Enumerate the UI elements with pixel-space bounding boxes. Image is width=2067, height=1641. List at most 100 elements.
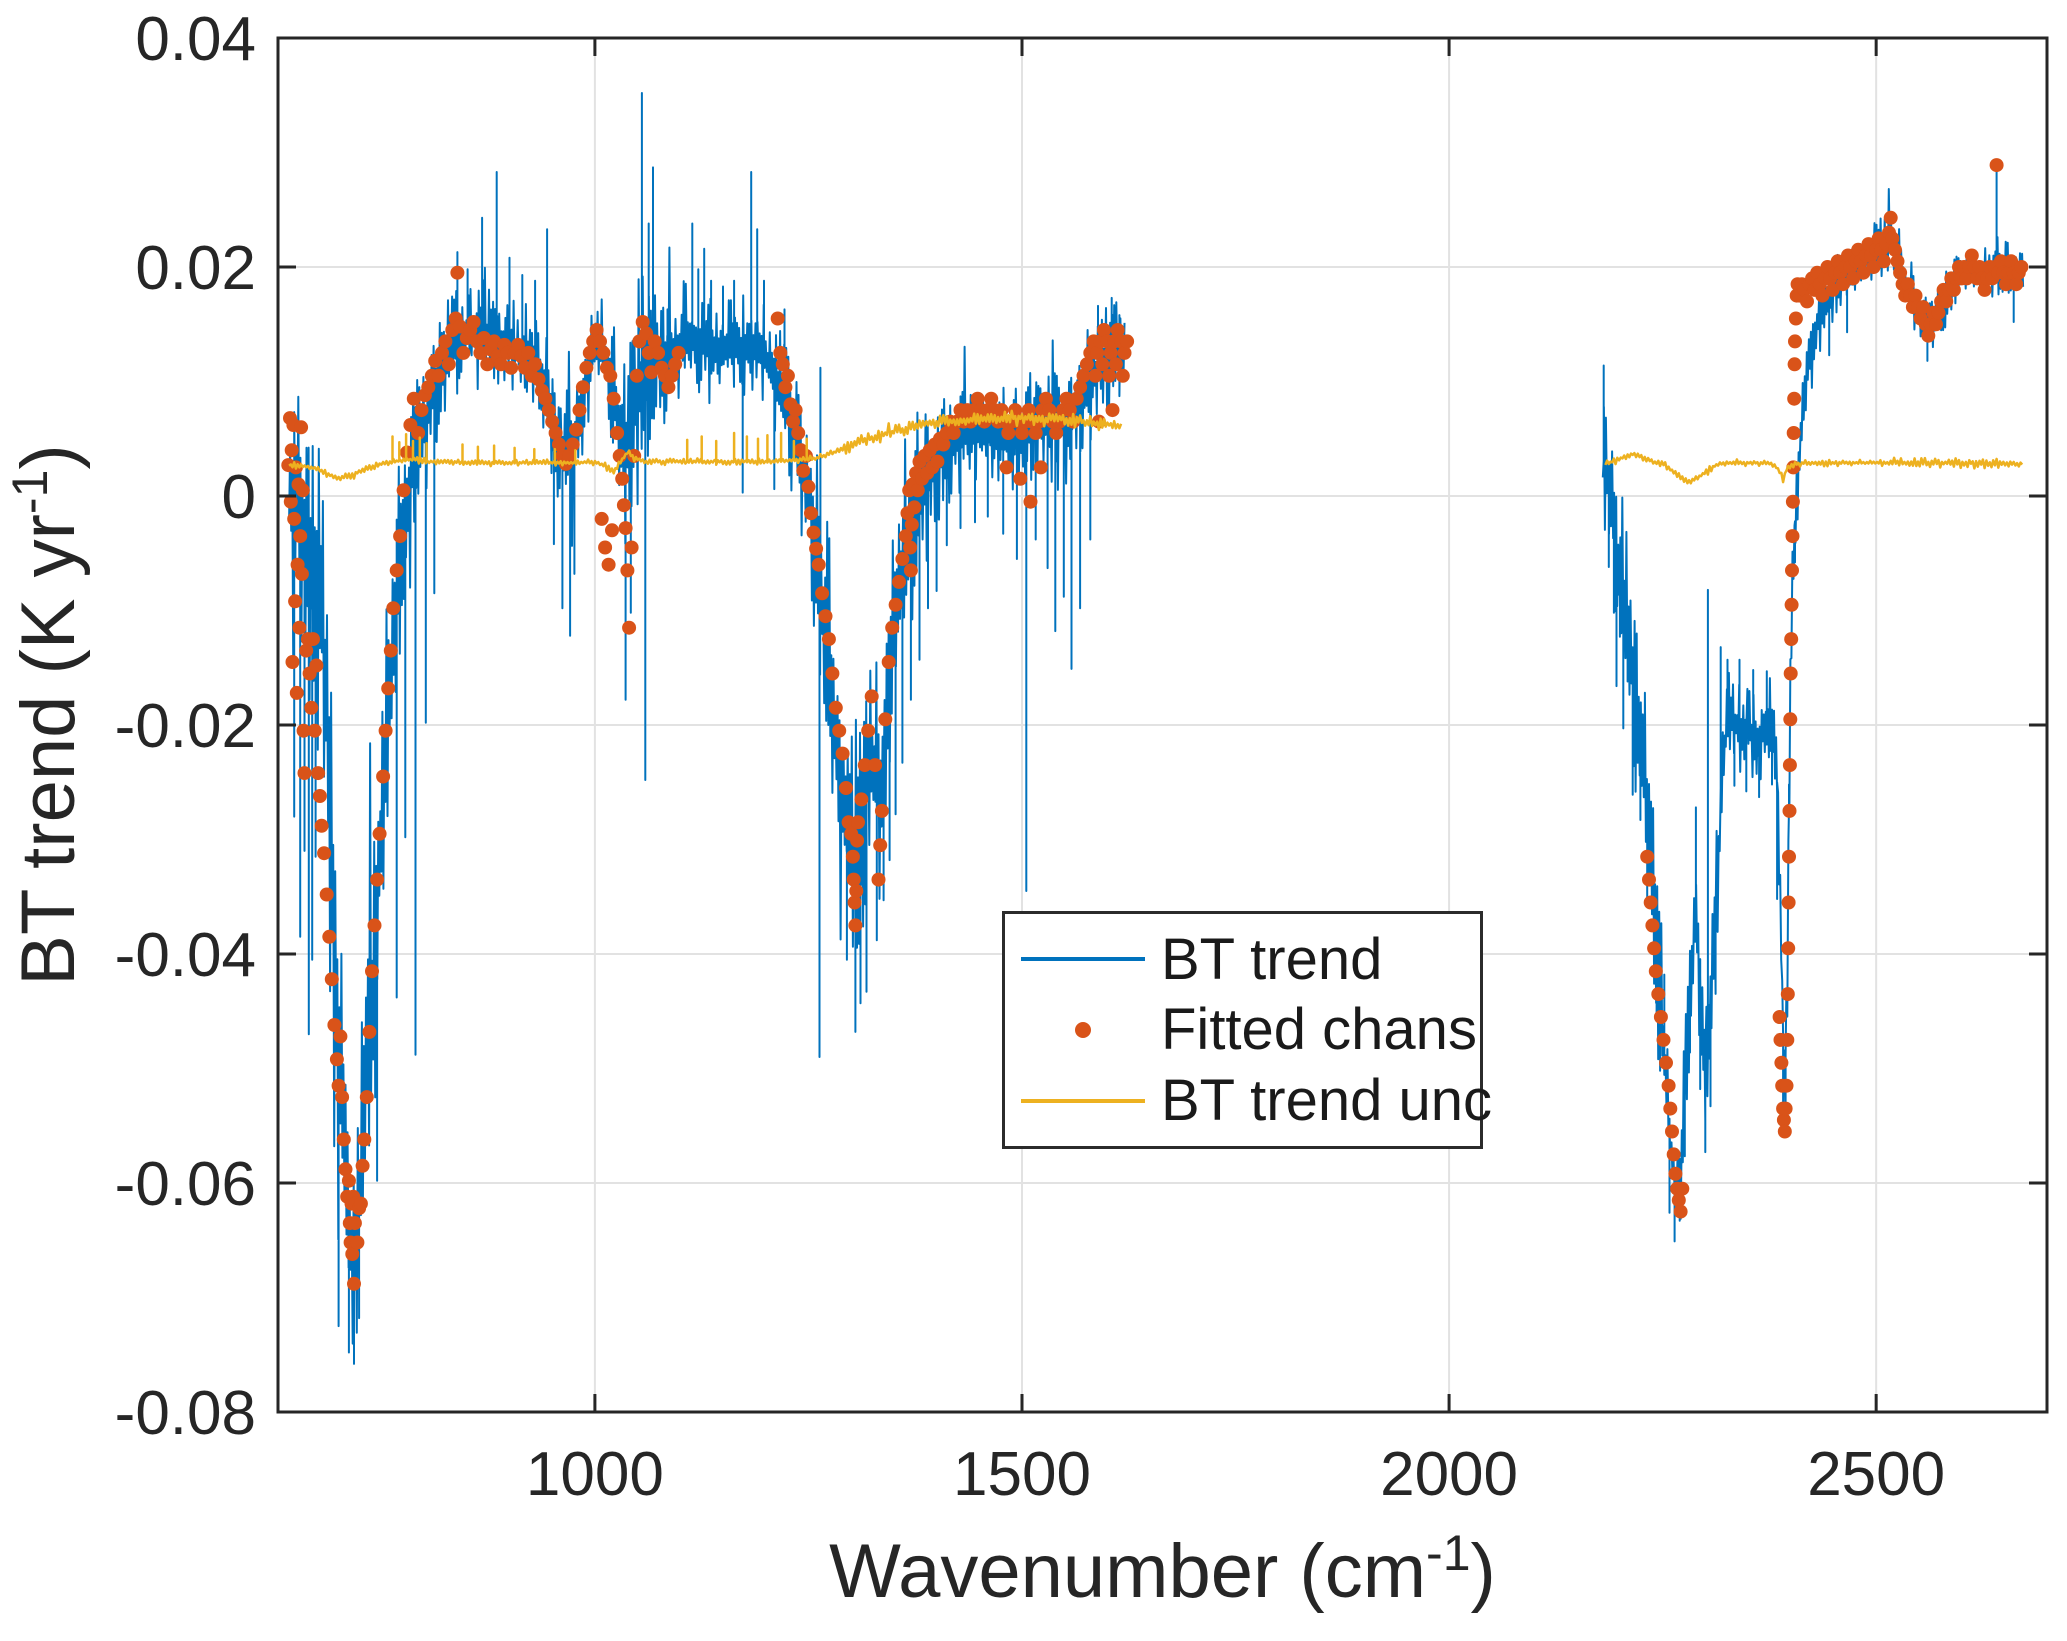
fitted-chans-point [312, 789, 327, 803]
fitted-chans-point [874, 803, 889, 818]
fitted-chans-point [1782, 803, 1797, 818]
fitted-chans-point [288, 594, 303, 609]
fitted-chans-point [1783, 666, 1798, 681]
fitted-chans-point [362, 1024, 377, 1039]
fitted-chans-point [545, 414, 560, 429]
fitted-chans-point [801, 479, 816, 494]
fitted-chans-point [347, 1276, 361, 1291]
legend-label: BT trend unc [1161, 1068, 1493, 1134]
fitted-chans-point [1117, 345, 1132, 360]
fitted-chans-point [770, 311, 785, 326]
fitted-chans-point [511, 337, 525, 352]
fitted-chans-point [1049, 426, 1064, 440]
x-tick-label: 2500 [1807, 1440, 1945, 1509]
x-tick-label: 1500 [953, 1440, 1091, 1509]
fitted-chans-point [1921, 328, 1936, 343]
fitted-chans-point [1908, 288, 1923, 303]
fitted-chans-point [1643, 895, 1658, 910]
fitted-chans-point [1076, 368, 1091, 383]
fitted-chans-point [892, 574, 906, 589]
fitted-chans-point [811, 557, 826, 572]
fitted-chans-point [1959, 271, 1974, 286]
fitted-chans-point [1883, 210, 1898, 225]
fitted-chans-point [311, 766, 326, 781]
fitted-chans-point [381, 681, 396, 696]
fitted-chans-point [414, 403, 429, 418]
fitted-chans-point [1779, 1078, 1794, 1093]
fitted-chans-point [1642, 872, 1656, 887]
fitted-chans-point [1783, 712, 1798, 727]
fitted-chans-point [596, 345, 611, 360]
fitted-chans-point [885, 620, 900, 635]
fitted-chans-point [1666, 1147, 1681, 1162]
fitted-chans-point [1651, 987, 1666, 1002]
legend-entry-fitted-chans: Fitted chans [1005, 997, 1480, 1063]
fitted-chans-point [393, 529, 408, 544]
fitted-chans-point [338, 1162, 353, 1177]
fitted-chans-point [1653, 1010, 1668, 1024]
bt-trend-unc-line [288, 409, 1123, 482]
fitted-chans-point [386, 601, 401, 616]
fitted-chans-point [1885, 231, 1900, 246]
fitted-chans-point [1784, 597, 1799, 612]
fitted-chans-point [1115, 368, 1130, 383]
fitted-chans-point [806, 525, 821, 540]
fitted-chans-point [605, 523, 619, 538]
fitted-chans-point [538, 391, 553, 406]
legend-label: Fitted chans [1161, 997, 1477, 1063]
fitted-chans-point [1105, 403, 1120, 418]
fitted-chans-point [565, 437, 580, 452]
fitted-chans-point [1120, 334, 1135, 349]
fitted-chans-point [1893, 265, 1908, 280]
fitted-chans-point [622, 620, 637, 635]
fitted-chans-point [895, 552, 910, 566]
fitted-chans-point [480, 357, 495, 372]
legend-sample [1005, 957, 1161, 962]
fitted-chans-point [284, 443, 299, 458]
fitted-chans-point [299, 643, 314, 658]
fitted-chans-point [319, 887, 334, 902]
fitted-chans-point [569, 422, 584, 437]
fitted-chans-point [378, 723, 393, 738]
fitted-chans-point [456, 345, 471, 360]
fitted-chans-point [1890, 254, 1905, 269]
fitted-chans-point [289, 685, 304, 700]
fitted-chans-point [610, 426, 625, 440]
fitted-chans-point [1673, 1204, 1688, 1219]
fitted-chans-point [1647, 941, 1662, 956]
fitted-chans-point [306, 632, 320, 647]
fitted-chans-point [309, 658, 324, 673]
y-axis-label: BT trend (K yr-1) [2, 265, 99, 1165]
fitted-chans-point [1931, 305, 1946, 320]
y-tick-label: -0.08 [115, 1379, 256, 1448]
fitted-chans-point [606, 391, 621, 406]
legend-sample [1005, 1021, 1161, 1038]
fitted-chans-point [594, 511, 609, 526]
fitted-chans-point [1825, 282, 1840, 297]
x-axis-label: Wavenumber (cm-1) [278, 1525, 2047, 1615]
fitted-chans-point [593, 334, 607, 349]
fitted-chans-point [1888, 242, 1902, 257]
yellow-line-sample-icon [1021, 1098, 1145, 1103]
fitted-chans-point [1781, 895, 1796, 910]
fitted-chans-point [828, 700, 843, 715]
fitted-chans-point [295, 483, 310, 498]
legend-sample [1005, 1098, 1161, 1103]
fitted-chans-point [851, 815, 865, 830]
fitted-chans-point [528, 357, 543, 372]
fitted-chans-point [1781, 941, 1796, 956]
fitted-chans-point [999, 460, 1014, 475]
fitted-chans-point [809, 541, 824, 556]
fitted-chans-point [1110, 323, 1125, 337]
fitted-chans-point [1103, 345, 1118, 360]
y-axis-label-close: ) [6, 444, 91, 470]
fitted-chans-point [504, 360, 519, 375]
fitted-chans-point [329, 1052, 344, 1067]
fitted-chans-point [1088, 368, 1103, 383]
fitted-chans-point [1648, 964, 1663, 979]
fitted-chans-point [864, 689, 879, 704]
fitted-chans-point [601, 557, 616, 572]
fitted-chans-point [1059, 391, 1074, 406]
fitted-chans-point [389, 563, 404, 578]
fitted-chans-point [441, 357, 456, 372]
